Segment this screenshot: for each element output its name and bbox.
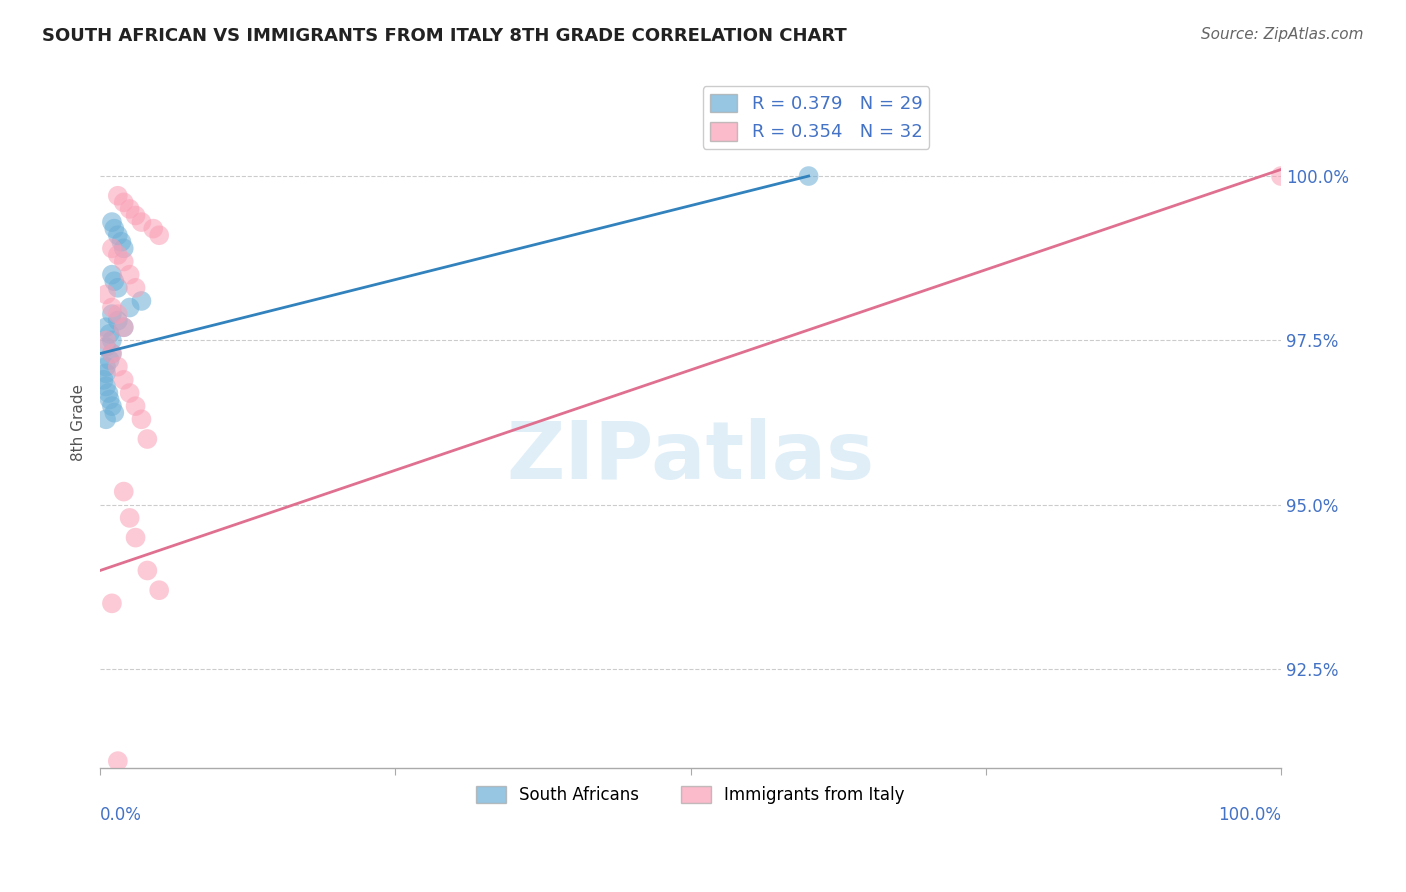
Point (98, 392, 121, 407)
Point (124, 399, 146, 413)
Point (118, 202, 141, 216)
Text: Source: ZipAtlas.com: Source: ZipAtlas.com (1201, 27, 1364, 42)
Point (107, 188, 129, 202)
Point (797, 169, 820, 183)
Point (112, 320, 135, 334)
Point (94, 320, 117, 334)
Point (101, 334, 124, 348)
Point (1270, 169, 1292, 183)
Point (112, 241, 135, 255)
Y-axis label: 8th Grade: 8th Grade (72, 384, 86, 461)
Point (148, 228, 170, 243)
Point (124, 209, 146, 223)
Point (101, 596, 124, 610)
Point (98, 326, 121, 341)
Point (94, 366, 117, 380)
Point (118, 301, 141, 315)
Point (107, 754, 129, 768)
Point (131, 412, 153, 426)
Point (112, 254, 135, 268)
Point (94, 359, 117, 374)
Text: SOUTH AFRICAN VS IMMIGRANTS FROM ITALY 8TH GRADE CORRELATION CHART: SOUTH AFRICAN VS IMMIGRANTS FROM ITALY 8… (42, 27, 846, 45)
Point (107, 248, 129, 262)
Point (101, 346, 124, 360)
Point (112, 484, 135, 499)
Point (112, 373, 135, 387)
Point (131, 293, 153, 308)
Point (131, 215, 153, 229)
Point (118, 386, 141, 401)
Point (107, 307, 129, 321)
Point (101, 307, 124, 321)
Point (101, 215, 124, 229)
Point (103, 221, 125, 235)
Point (94, 340, 117, 354)
Point (94, 334, 117, 348)
Point (94, 412, 117, 426)
Text: 100.0%: 100.0% (1218, 805, 1281, 823)
Point (94, 379, 117, 393)
Point (118, 268, 141, 282)
Point (101, 268, 124, 282)
Point (110, 235, 132, 249)
Point (118, 511, 141, 525)
Text: ZIPatlas: ZIPatlas (506, 418, 875, 496)
Text: 0.0%: 0.0% (100, 805, 142, 823)
Point (112, 320, 135, 334)
Point (136, 432, 159, 446)
Point (142, 221, 165, 235)
Point (93, 373, 115, 387)
Point (103, 406, 125, 420)
Point (103, 274, 125, 288)
Point (97, 386, 120, 401)
Point (148, 583, 170, 598)
Point (101, 346, 124, 360)
Legend: South Africans, Immigrants from Italy: South Africans, Immigrants from Italy (470, 780, 911, 811)
Point (98, 353, 121, 368)
Point (107, 359, 129, 374)
Point (101, 301, 124, 315)
Point (101, 399, 124, 413)
Point (136, 564, 159, 578)
Point (101, 241, 124, 255)
Point (107, 281, 129, 295)
Point (107, 314, 129, 328)
Point (107, 228, 129, 243)
Point (124, 281, 146, 295)
Point (124, 531, 146, 545)
Point (112, 195, 135, 210)
Point (94, 287, 117, 301)
